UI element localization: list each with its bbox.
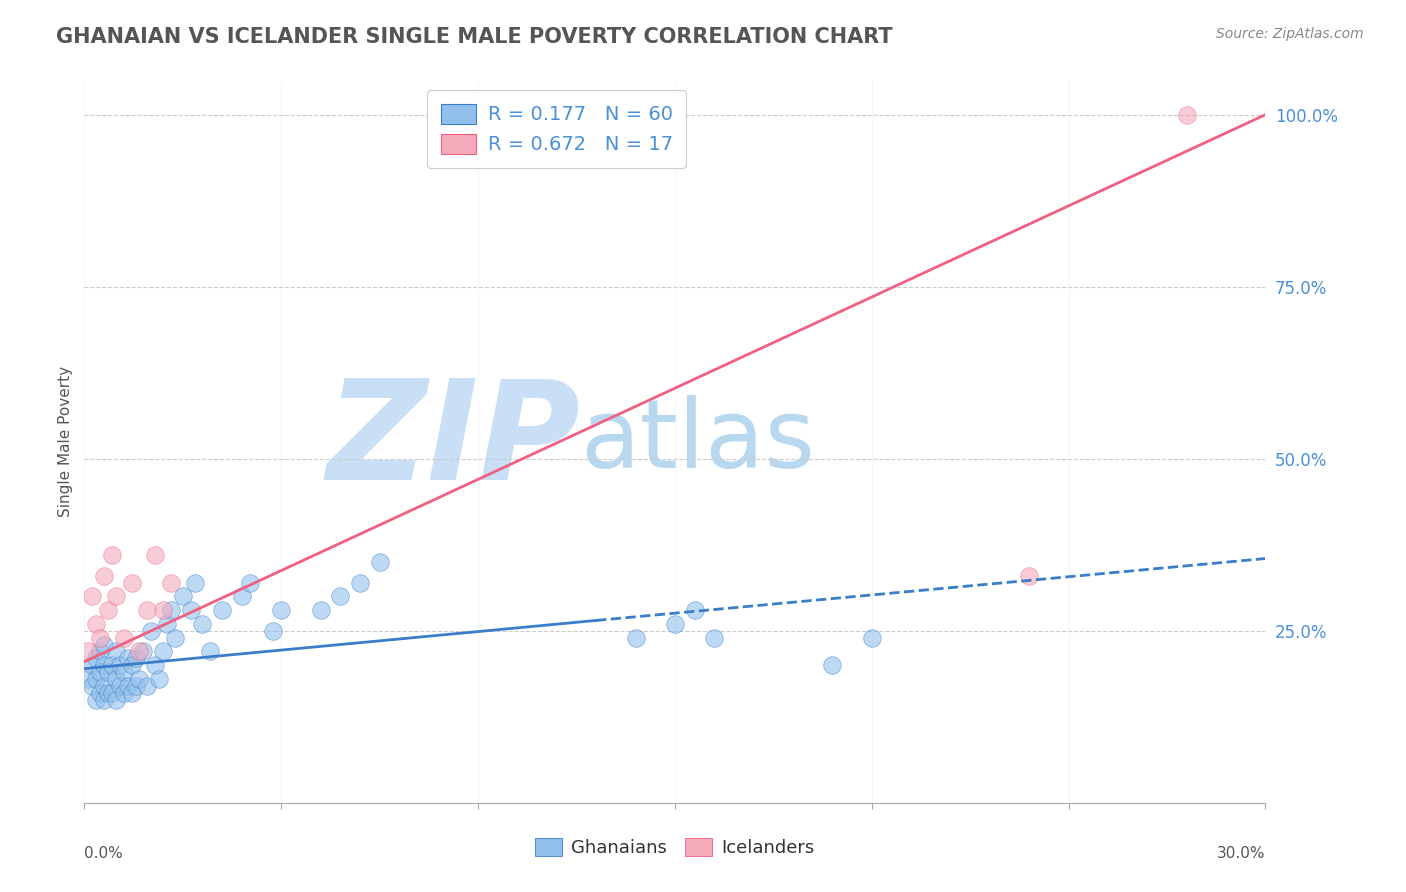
Point — [664, 616, 686, 631]
Point — [104, 644, 127, 658]
Point — [683, 603, 706, 617]
Point — [180, 603, 202, 617]
Point — [368, 555, 391, 569]
Point — [93, 692, 115, 706]
Point — [93, 568, 115, 582]
Point — [121, 658, 143, 673]
Point — [124, 679, 146, 693]
Point — [77, 672, 100, 686]
Point — [77, 644, 100, 658]
Point — [108, 658, 131, 673]
Point — [84, 616, 107, 631]
Point — [84, 651, 107, 665]
Text: Source: ZipAtlas.com: Source: ZipAtlas.com — [1216, 27, 1364, 41]
Point — [121, 575, 143, 590]
Point — [101, 658, 124, 673]
Point — [143, 548, 166, 562]
Point — [148, 672, 170, 686]
Text: GHANAIAN VS ICELANDER SINGLE MALE POVERTY CORRELATION CHART: GHANAIAN VS ICELANDER SINGLE MALE POVERT… — [56, 27, 893, 46]
Point — [163, 631, 186, 645]
Text: ZIP: ZIP — [326, 374, 581, 509]
Point — [117, 679, 139, 693]
Point — [108, 679, 131, 693]
Point — [136, 603, 159, 617]
Y-axis label: Single Male Poverty: Single Male Poverty — [58, 366, 73, 517]
Point — [191, 616, 214, 631]
Point — [104, 692, 127, 706]
Text: 30.0%: 30.0% — [1218, 847, 1265, 861]
Point — [349, 575, 371, 590]
Point — [84, 672, 107, 686]
Point — [211, 603, 233, 617]
Point — [84, 692, 107, 706]
Point — [101, 548, 124, 562]
Point — [128, 644, 150, 658]
Point — [93, 658, 115, 673]
Text: atlas: atlas — [581, 395, 815, 488]
Point — [1018, 568, 1040, 582]
Point — [124, 651, 146, 665]
Point — [821, 658, 844, 673]
Point — [112, 665, 135, 679]
Point — [89, 631, 111, 645]
Point — [262, 624, 284, 638]
Point — [112, 686, 135, 700]
Point — [200, 644, 222, 658]
Point — [136, 679, 159, 693]
Point — [97, 603, 120, 617]
Point — [143, 658, 166, 673]
Point — [703, 631, 725, 645]
Point — [104, 672, 127, 686]
Point — [160, 603, 183, 617]
Point — [860, 631, 883, 645]
Point — [141, 624, 163, 638]
Point — [89, 644, 111, 658]
Point — [82, 658, 104, 673]
Point — [156, 616, 179, 631]
Point — [329, 590, 352, 604]
Point — [239, 575, 262, 590]
Point — [121, 686, 143, 700]
Point — [152, 644, 174, 658]
Legend: Ghanaians, Icelanders: Ghanaians, Icelanders — [526, 829, 824, 866]
Point — [309, 603, 332, 617]
Point — [270, 603, 292, 617]
Point — [89, 686, 111, 700]
Point — [231, 590, 253, 604]
Point — [97, 665, 120, 679]
Text: 0.0%: 0.0% — [84, 847, 124, 861]
Point — [624, 631, 647, 645]
Point — [172, 590, 194, 604]
Point — [82, 590, 104, 604]
Point — [101, 686, 124, 700]
Point — [1175, 108, 1198, 122]
Point — [152, 603, 174, 617]
Point — [93, 638, 115, 652]
Point — [112, 631, 135, 645]
Point — [104, 590, 127, 604]
Point — [93, 679, 115, 693]
Point — [117, 651, 139, 665]
Point — [82, 679, 104, 693]
Point — [97, 686, 120, 700]
Point — [183, 575, 205, 590]
Point — [128, 672, 150, 686]
Point — [132, 644, 155, 658]
Point — [160, 575, 183, 590]
Point — [89, 665, 111, 679]
